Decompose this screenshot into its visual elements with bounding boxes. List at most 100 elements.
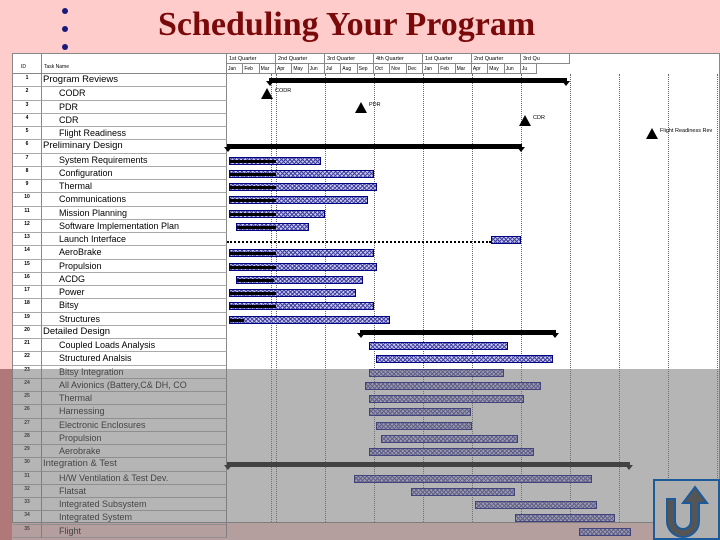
task-bar[interactable] xyxy=(376,355,553,364)
task-id: 13 xyxy=(13,233,42,247)
month-label: Jul xyxy=(325,64,342,74)
month-label: Feb xyxy=(243,64,260,74)
task-id: 7 xyxy=(13,153,42,167)
task-name[interactable]: Mission Planning xyxy=(42,206,227,220)
gantt-chart: ID 1 2 3 4 5 6 7 8 9 10 11 12 13 14 15 16 17 18 19 20 21 22 23… xyxy=(12,53,720,538)
task-name[interactable]: Structured Analsis xyxy=(42,352,227,366)
task-name[interactable]: Launch Interface xyxy=(42,233,227,247)
milestone-label: PDR xyxy=(369,101,381,108)
task-name[interactable]: Harnessing xyxy=(42,405,227,419)
gridline xyxy=(717,74,718,522)
task-name[interactable]: Configuration xyxy=(42,166,227,180)
summary-bar[interactable] xyxy=(266,78,570,86)
task-bar[interactable] xyxy=(236,275,363,284)
task-name[interactable]: Bitsy Integration xyxy=(42,365,227,379)
task-name[interactable]: Software Implementation Plan xyxy=(42,219,227,233)
task-bar[interactable] xyxy=(236,222,309,231)
return-button[interactable] xyxy=(653,479,720,540)
task-name[interactable]: Thermal xyxy=(42,392,227,406)
gridline xyxy=(521,74,522,522)
task-name[interactable]: Preliminary Design xyxy=(42,140,227,154)
task-name[interactable]: H/W Ventilation & Test Dev. xyxy=(42,471,227,485)
task-name[interactable]: Aerobrake xyxy=(42,445,227,459)
task-bar[interactable] xyxy=(579,527,631,536)
task-name[interactable]: Flight Readiness xyxy=(42,127,227,141)
task-bar[interactable] xyxy=(475,501,597,509)
task-bar[interactable] xyxy=(229,249,374,258)
summary-bar[interactable] xyxy=(357,329,559,338)
task-name[interactable]: All Avionics (Battery,C& DH, CO xyxy=(42,378,227,392)
task-bar[interactable] xyxy=(229,209,325,218)
quarter-label: 1st Quarter xyxy=(227,54,276,64)
task-name[interactable]: ACDG xyxy=(42,272,227,286)
task-bar[interactable] xyxy=(381,434,518,443)
task-bar[interactable] xyxy=(229,156,321,165)
task-id: 12 xyxy=(13,219,42,233)
task-name[interactable]: Coupled Loads Analysis xyxy=(42,339,227,353)
milestone-icon[interactable] xyxy=(261,88,273,100)
task-name[interactable]: Integrated Subsystem xyxy=(42,498,227,512)
bullet-dot xyxy=(62,8,68,14)
quarter-label: 2nd Quarter xyxy=(276,54,325,64)
task-bar[interactable] xyxy=(365,381,541,390)
task-bar[interactable] xyxy=(411,487,515,496)
task-name[interactable]: CODR xyxy=(42,87,227,101)
task-name[interactable]: Integrated System xyxy=(42,511,227,525)
task-name[interactable]: Structures xyxy=(42,312,227,326)
bullet-dot xyxy=(62,26,68,32)
task-name[interactable]: Propulsion xyxy=(42,259,227,273)
task-bar[interactable] xyxy=(354,474,592,483)
milestone-icon[interactable] xyxy=(646,128,658,139)
milestone-icon[interactable] xyxy=(519,114,531,126)
task-name[interactable]: Communications xyxy=(42,193,227,207)
task-id: 18 xyxy=(13,299,42,313)
task-bar[interactable] xyxy=(229,196,368,205)
summary-bar[interactable] xyxy=(224,462,633,471)
month-label: Apr xyxy=(472,64,489,74)
month-header: Jan Feb Mar Apr May Jun Jul Aug Sep Oct Nov Dec Jan F… xyxy=(227,64,538,74)
month-label: Sep xyxy=(358,64,374,74)
task-name[interactable]: AeroBrake xyxy=(42,246,227,260)
quarter-label: 4th Quarter xyxy=(374,54,423,64)
u-turn-arrow-icon xyxy=(666,485,709,538)
task-id: 32 xyxy=(13,484,42,498)
task-bar[interactable] xyxy=(229,183,377,191)
task-id: 27 xyxy=(13,418,42,432)
task-name[interactable]: Integration & Test xyxy=(42,458,227,472)
task-id: 11 xyxy=(13,206,42,220)
task-name[interactable]: CDR xyxy=(42,113,227,127)
milestone-icon[interactable] xyxy=(355,101,367,113)
task-bar[interactable] xyxy=(515,514,615,523)
task-bar[interactable] xyxy=(491,236,521,244)
task-name[interactable]: System Requirements xyxy=(42,153,227,167)
task-name[interactable]: Electronic Enclosures xyxy=(42,418,227,432)
task-name[interactable]: Flatsat xyxy=(42,484,227,498)
task-bar[interactable] xyxy=(369,408,471,417)
task-bar[interactable] xyxy=(369,342,508,350)
task-bar[interactable] xyxy=(369,368,504,377)
task-name[interactable]: Thermal xyxy=(42,180,227,194)
task-name[interactable]: Bitsy xyxy=(42,299,227,313)
task-name[interactable]: PDR xyxy=(42,100,227,114)
task-id: 22 xyxy=(13,352,42,366)
month-label: Jan xyxy=(423,64,440,74)
quarter-label: 3rd Quarter xyxy=(325,54,374,64)
task-bar[interactable] xyxy=(229,169,374,178)
task-name[interactable]: Detailed Design xyxy=(42,325,227,339)
task-bar[interactable] xyxy=(229,315,390,324)
task-bar[interactable] xyxy=(369,395,524,403)
quarter-header: 1st Quarter 2nd Quarter 3rd Quarter 4th Qua… xyxy=(227,54,570,64)
task-name[interactable]: Power xyxy=(42,286,227,300)
task-bar[interactable] xyxy=(229,289,356,297)
gridline xyxy=(374,74,375,522)
task-name[interactable]: Program Reviews xyxy=(42,74,227,88)
task-bar[interactable] xyxy=(376,421,472,430)
task-name[interactable]: Propulsion xyxy=(42,431,227,445)
task-id: 26 xyxy=(13,405,42,419)
task-name[interactable]: Flight xyxy=(42,524,227,538)
task-bar[interactable] xyxy=(229,302,374,311)
task-bar[interactable] xyxy=(229,262,377,271)
summary-bar[interactable] xyxy=(224,144,525,153)
task-bar[interactable] xyxy=(369,448,534,456)
progress-bar xyxy=(230,318,244,322)
